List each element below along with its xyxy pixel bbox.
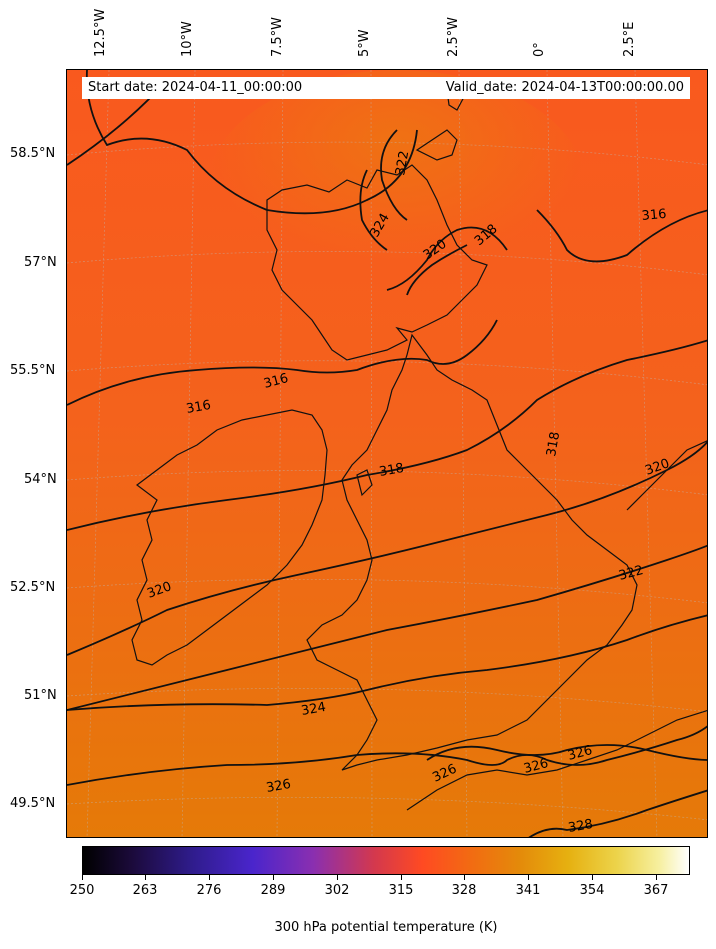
colorbar-tick [145, 875, 146, 880]
coastline-france [406, 709, 707, 811]
colorbar-tick-label: 263 [132, 883, 158, 898]
colorbar [82, 846, 690, 875]
colorbar-tick [209, 875, 210, 880]
contour-320-b [67, 440, 707, 656]
lat-label-52-5n: 52.5°N [10, 580, 56, 595]
lon-label-5w: 5°W [357, 29, 372, 57]
colorbar-tick-label: 367 [643, 883, 669, 898]
contour-316-east [536, 209, 707, 263]
map-panel[interactable]: 316 316 316 318 318 318 320 320 320 322 … [66, 69, 708, 838]
valid-date-text: Valid_date: 2024-04-13T00:00:00.00 [445, 80, 684, 95]
colorbar-tick [401, 875, 402, 880]
colorbar-tick-label: 315 [388, 883, 414, 898]
contours [67, 70, 707, 837]
contour-label-318-c: 318 [544, 431, 563, 458]
contour-label-318-b: 318 [378, 461, 405, 480]
contour-326-b [426, 744, 707, 761]
contour-label-328: 328 [567, 817, 594, 836]
warm-pocket-north [207, 70, 587, 310]
lat-label-55-5n: 55.5°N [10, 363, 56, 378]
colorbar-tick [273, 875, 274, 880]
lat-label-49-5n: 49.5°N [10, 796, 56, 811]
contour-label-316-a: 316 [641, 207, 667, 224]
contour-label-322-b: 322 [617, 563, 645, 584]
colorbar-tick-label: 302 [324, 883, 350, 898]
colorbar-tick [464, 875, 465, 880]
colorbar-tick [528, 875, 529, 880]
colorbar-tick [592, 875, 593, 880]
contour-label-322-a: 322 [393, 150, 412, 177]
coastline-england-wales [306, 333, 638, 771]
lon-label-12-5w: 12.5°W [93, 8, 108, 57]
contour-324-a [359, 169, 388, 251]
contour-label-326-a: 326 [265, 777, 292, 796]
colorbar-tick-label: 341 [515, 883, 541, 898]
potential-temperature-map: 316 316 316 318 318 318 320 320 320 322 … [67, 70, 707, 837]
colorbar-tick [656, 875, 657, 880]
contour-328 [528, 789, 707, 837]
contour-320-a [406, 244, 468, 296]
colorbar-tick-label: 289 [260, 883, 286, 898]
contour-324-b [67, 614, 707, 711]
contour-322-b [67, 544, 707, 711]
contour-318-a [386, 226, 508, 291]
colorbar-tick-label: 250 [69, 883, 95, 898]
colorbar-tick-label: 328 [451, 883, 477, 898]
contour-316-mid [67, 319, 498, 406]
lon-label-0: 0° [532, 42, 547, 57]
contour-label-326-d: 326 [566, 743, 594, 764]
start-date-text: Start date: 2024-04-11_00:00:00 [88, 80, 303, 95]
lon-label-2-5w: 2.5°W [446, 16, 461, 57]
contour-label-316-c: 316 [185, 398, 212, 417]
lon-label-10w: 10°W [180, 21, 195, 57]
colorbar-tick [82, 875, 83, 880]
lat-label-58-5n: 58.5°N [10, 146, 56, 161]
coastline-ireland [131, 409, 328, 666]
colorbar-tick-label: 276 [196, 883, 222, 898]
coastline-scotland [266, 164, 488, 361]
coastline-isle-of-man [356, 469, 373, 497]
lat-label-51n: 51°N [24, 688, 57, 703]
colorbar-title: 300 hPa potential temperature (K) [274, 920, 498, 935]
coastline-northern-isles [415, 129, 458, 161]
contour-label-324-b: 324 [300, 700, 327, 719]
lat-label-57n: 57°N [24, 255, 57, 270]
lat-label-54n: 54°N [24, 472, 57, 487]
date-info-bar: Start date: 2024-04-11_00:00:00 Valid_da… [82, 77, 690, 99]
lon-label-2-5e: 2.5°E [622, 21, 637, 57]
contour-label-316-b: 316 [262, 371, 290, 392]
lon-label-7-5w: 7.5°W [270, 16, 285, 57]
colorbar-tick-label: 354 [579, 883, 605, 898]
contour-322-a [380, 129, 408, 221]
contour-label-326-c: 326 [522, 756, 550, 777]
contour-318-b [67, 339, 707, 531]
colorbar-tick [337, 875, 338, 880]
